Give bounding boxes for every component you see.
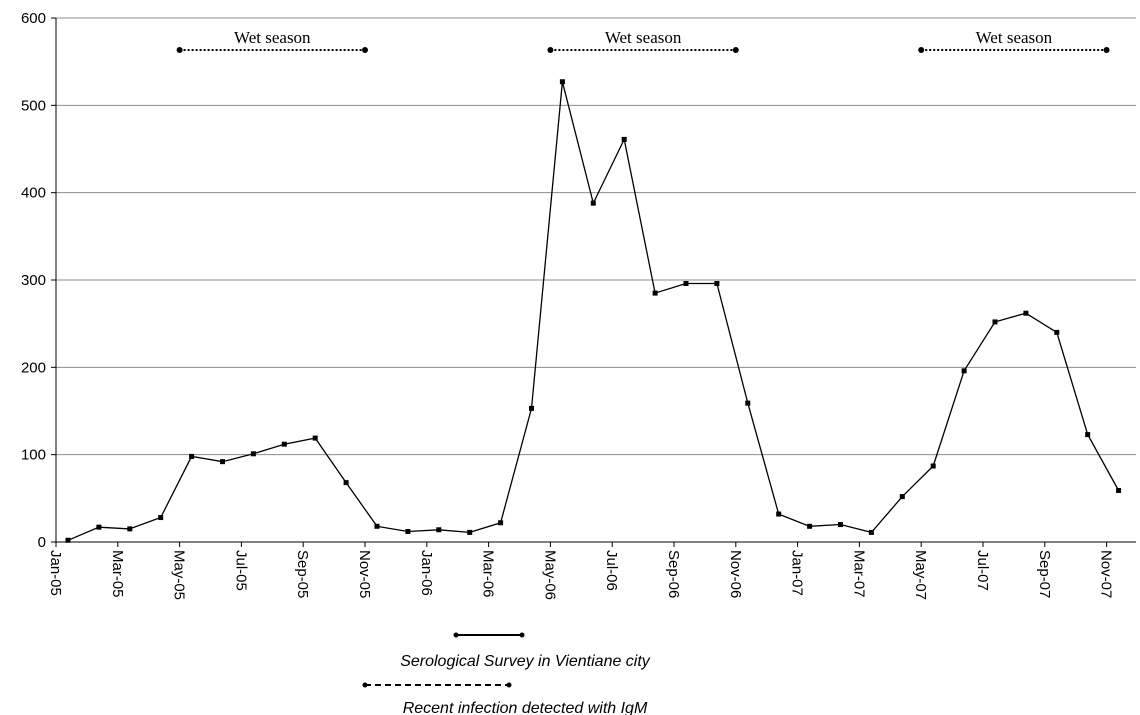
- data-point: [312, 435, 318, 441]
- x-tick-label: Mar-06: [480, 550, 497, 598]
- wet-season-markers: Wet season Wet season Wet season: [176, 28, 1110, 53]
- y-tick-label: 500: [21, 97, 46, 114]
- data-point: [621, 136, 627, 142]
- y-tick-labels: 0 100 200 300 400 500 600: [21, 10, 46, 551]
- x-tick-label: Mar-05: [109, 550, 126, 598]
- x-tick-label: May-07: [912, 550, 929, 600]
- x-tick-labels: Jan-05 Mar-05 May-05 Jul-05 Sep-05 Nov-05 Jan-…: [47, 550, 1115, 600]
- data-point: [1116, 487, 1122, 493]
- wet-season-label: Wet season: [605, 28, 682, 47]
- x-tick-label: Nov-07: [1098, 550, 1115, 598]
- data-point: [127, 526, 133, 532]
- data-point: [158, 515, 164, 521]
- data-point: [992, 319, 998, 325]
- data-point: [220, 459, 225, 465]
- data-point: [961, 368, 967, 374]
- legend-label: Serological Survey in Vientiane city: [400, 653, 651, 670]
- y-tick-label: 200: [21, 359, 46, 376]
- x-tick-label: Jan-07: [789, 550, 806, 596]
- x-tick-label: Sep-07: [1036, 550, 1053, 598]
- data-point: [281, 441, 287, 447]
- wet-season-label: Wet season: [234, 28, 311, 47]
- data-point: [714, 280, 720, 286]
- x-tick-label: Nov-06: [727, 550, 744, 598]
- wet-season-marker: Wet season: [547, 28, 739, 53]
- data-point: [529, 405, 534, 411]
- x-tick-label: Sep-06: [665, 550, 682, 598]
- data-point: [838, 522, 843, 528]
- x-tick-label: Jul-07: [974, 550, 991, 591]
- data-point: [467, 529, 473, 535]
- y-tick-label: 600: [21, 10, 46, 27]
- data-point: [436, 527, 442, 533]
- x-tick-label: Mar-07: [850, 550, 867, 598]
- axes: [51, 17, 1136, 547]
- data-point: [745, 400, 751, 406]
- data-point: [868, 529, 874, 535]
- series-line-path: [67, 81, 1120, 541]
- data-point: [1023, 310, 1029, 316]
- y-tick-label: 300: [21, 272, 46, 289]
- legend: Serological Survey in Vientiane city Rece…: [362, 632, 651, 715]
- data-point: [405, 529, 411, 535]
- data-point: [776, 511, 782, 517]
- data-point: [899, 494, 905, 500]
- data-point: [250, 451, 256, 457]
- data-point: [683, 280, 689, 286]
- data-point: [374, 523, 380, 529]
- data-point: [498, 520, 504, 526]
- x-tick-label: May-05: [171, 550, 188, 600]
- data-point: [343, 480, 349, 486]
- x-tick-label: Nov-05: [356, 550, 373, 598]
- legend-item: Serological Survey in Vientiane city: [400, 632, 651, 670]
- x-tick-label: Jan-05: [47, 550, 64, 596]
- legend-label: Recent infection detected with IgM: [403, 700, 648, 715]
- y-tick-label: 0: [38, 534, 46, 551]
- wet-season-label: Wet season: [976, 28, 1053, 47]
- x-tick-label: Jul-05: [232, 550, 249, 591]
- data-point: [65, 537, 71, 543]
- x-tick-label: May-06: [541, 550, 558, 600]
- wet-season-marker: Wet season: [176, 28, 368, 53]
- wet-season-marker: Wet season: [918, 28, 1110, 53]
- data-point: [1054, 329, 1060, 335]
- data-point: [96, 524, 102, 530]
- data-point: [930, 463, 936, 469]
- data-point: [189, 453, 195, 459]
- series-line: [65, 79, 1122, 543]
- y-tick-label: 100: [21, 447, 46, 464]
- y-tick-label: 400: [21, 185, 46, 202]
- x-tick-label: Jul-06: [603, 550, 620, 591]
- x-tick-label: Sep-05: [294, 550, 311, 598]
- data-point: [590, 200, 596, 206]
- legend-item: Recent infection detected with IgM: [362, 682, 648, 715]
- data-point: [1085, 432, 1091, 438]
- data-point: [652, 290, 658, 296]
- x-tick-label: Jan-06: [418, 550, 435, 596]
- gridlines: [56, 17, 1136, 456]
- data-point: [807, 523, 813, 529]
- data-point: [559, 79, 565, 85]
